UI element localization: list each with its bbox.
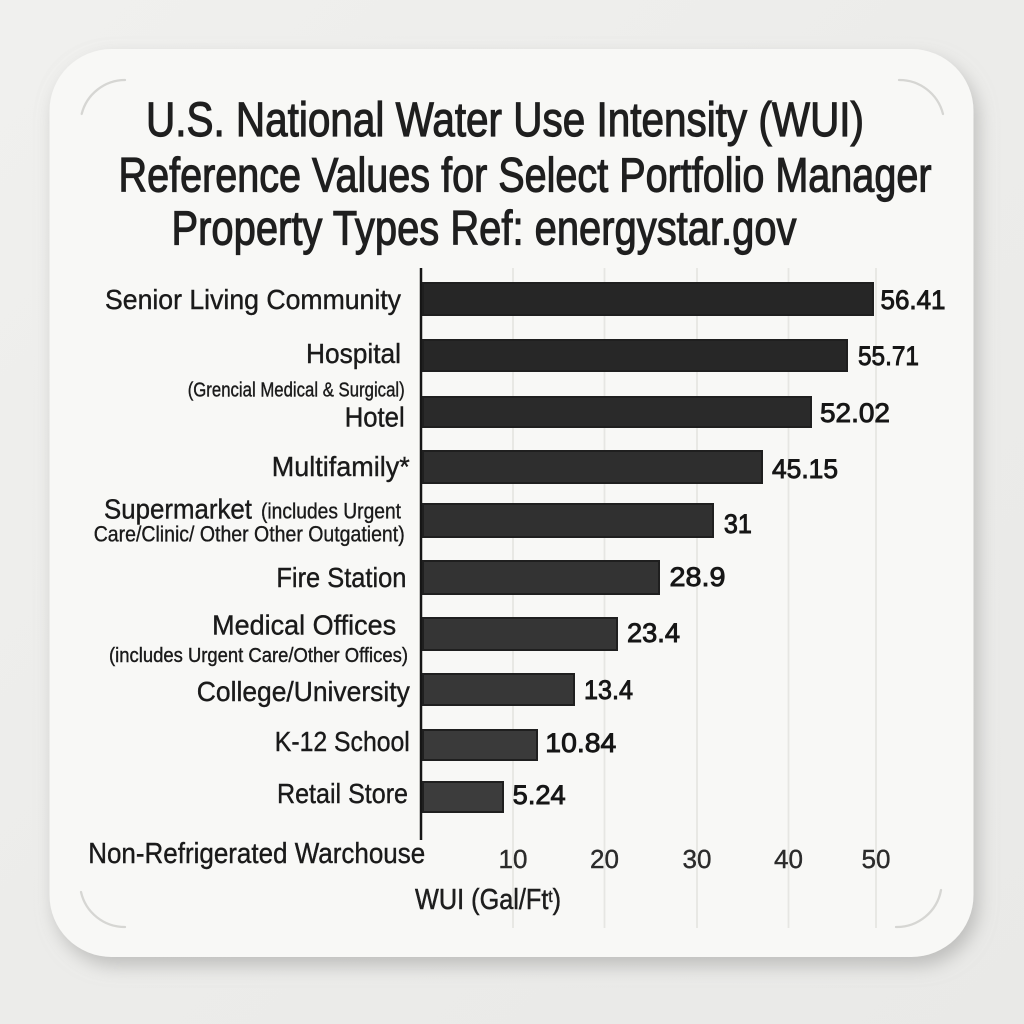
svg-text:Senior Living Community: Senior Living Community [105,284,401,315]
svg-text:(includes Urgent: (includes Urgent [261,499,402,524]
svg-text:Care/Clinic/ Other Other Outga: Care/Clinic/ Other Other Outgatient) [94,522,405,547]
svg-text:Retail Store: Retail Store [277,778,408,809]
svg-text:Fire Station: Fire Station [276,562,406,593]
svg-text:WUI (Gal/Ftt): WUI (Gal/Ftt) [415,884,561,916]
svg-text:Supermarket: Supermarket [104,494,252,525]
svg-text:13.4: 13.4 [584,675,633,705]
svg-text:Medical Offices: Medical Offices [212,610,396,641]
svg-text:College/University: College/University [197,676,410,707]
svg-text:U.S. National Water Use Intens: U.S. National Water Use Intensity (WUI) [146,94,864,147]
svg-text:(includes Urgent Care/Other Of: (includes Urgent Care/Other Offices) [109,644,408,667]
svg-text:Hospital: Hospital [306,338,401,369]
svg-text:5.24: 5.24 [513,780,566,810]
svg-text:28.9: 28.9 [670,562,726,592]
svg-text:45.15: 45.15 [772,454,838,484]
svg-text:20: 20 [590,844,619,874]
svg-text:40: 40 [774,844,803,874]
svg-text:Non-Refrigerated Warchouse: Non-Refrigerated Warchouse [88,838,425,870]
svg-text:56.41: 56.41 [881,285,946,315]
svg-text:K-12 School: K-12 School [275,726,410,757]
svg-text:Hotel: Hotel [345,402,405,433]
svg-text:Property Types Ref: energystar: Property Types Ref: energystar.gov [172,203,797,256]
svg-text:31: 31 [724,509,752,539]
svg-text:10.84: 10.84 [545,728,616,758]
svg-text:Multifamily*: Multifamily* [272,451,410,482]
svg-text:50: 50 [862,844,891,874]
svg-text:55.71: 55.71 [858,341,919,371]
svg-text:30: 30 [683,844,712,874]
svg-text:Reference Values for Select Po: Reference Values for Select Portfolio Ma… [119,150,932,203]
svg-text:10: 10 [499,844,528,874]
svg-text:52.02: 52.02 [820,398,890,428]
svg-text:(Grencial Medical & Surgical): (Grencial Medical & Surgical) [188,379,405,402]
svg-text:23.4: 23.4 [627,618,680,648]
